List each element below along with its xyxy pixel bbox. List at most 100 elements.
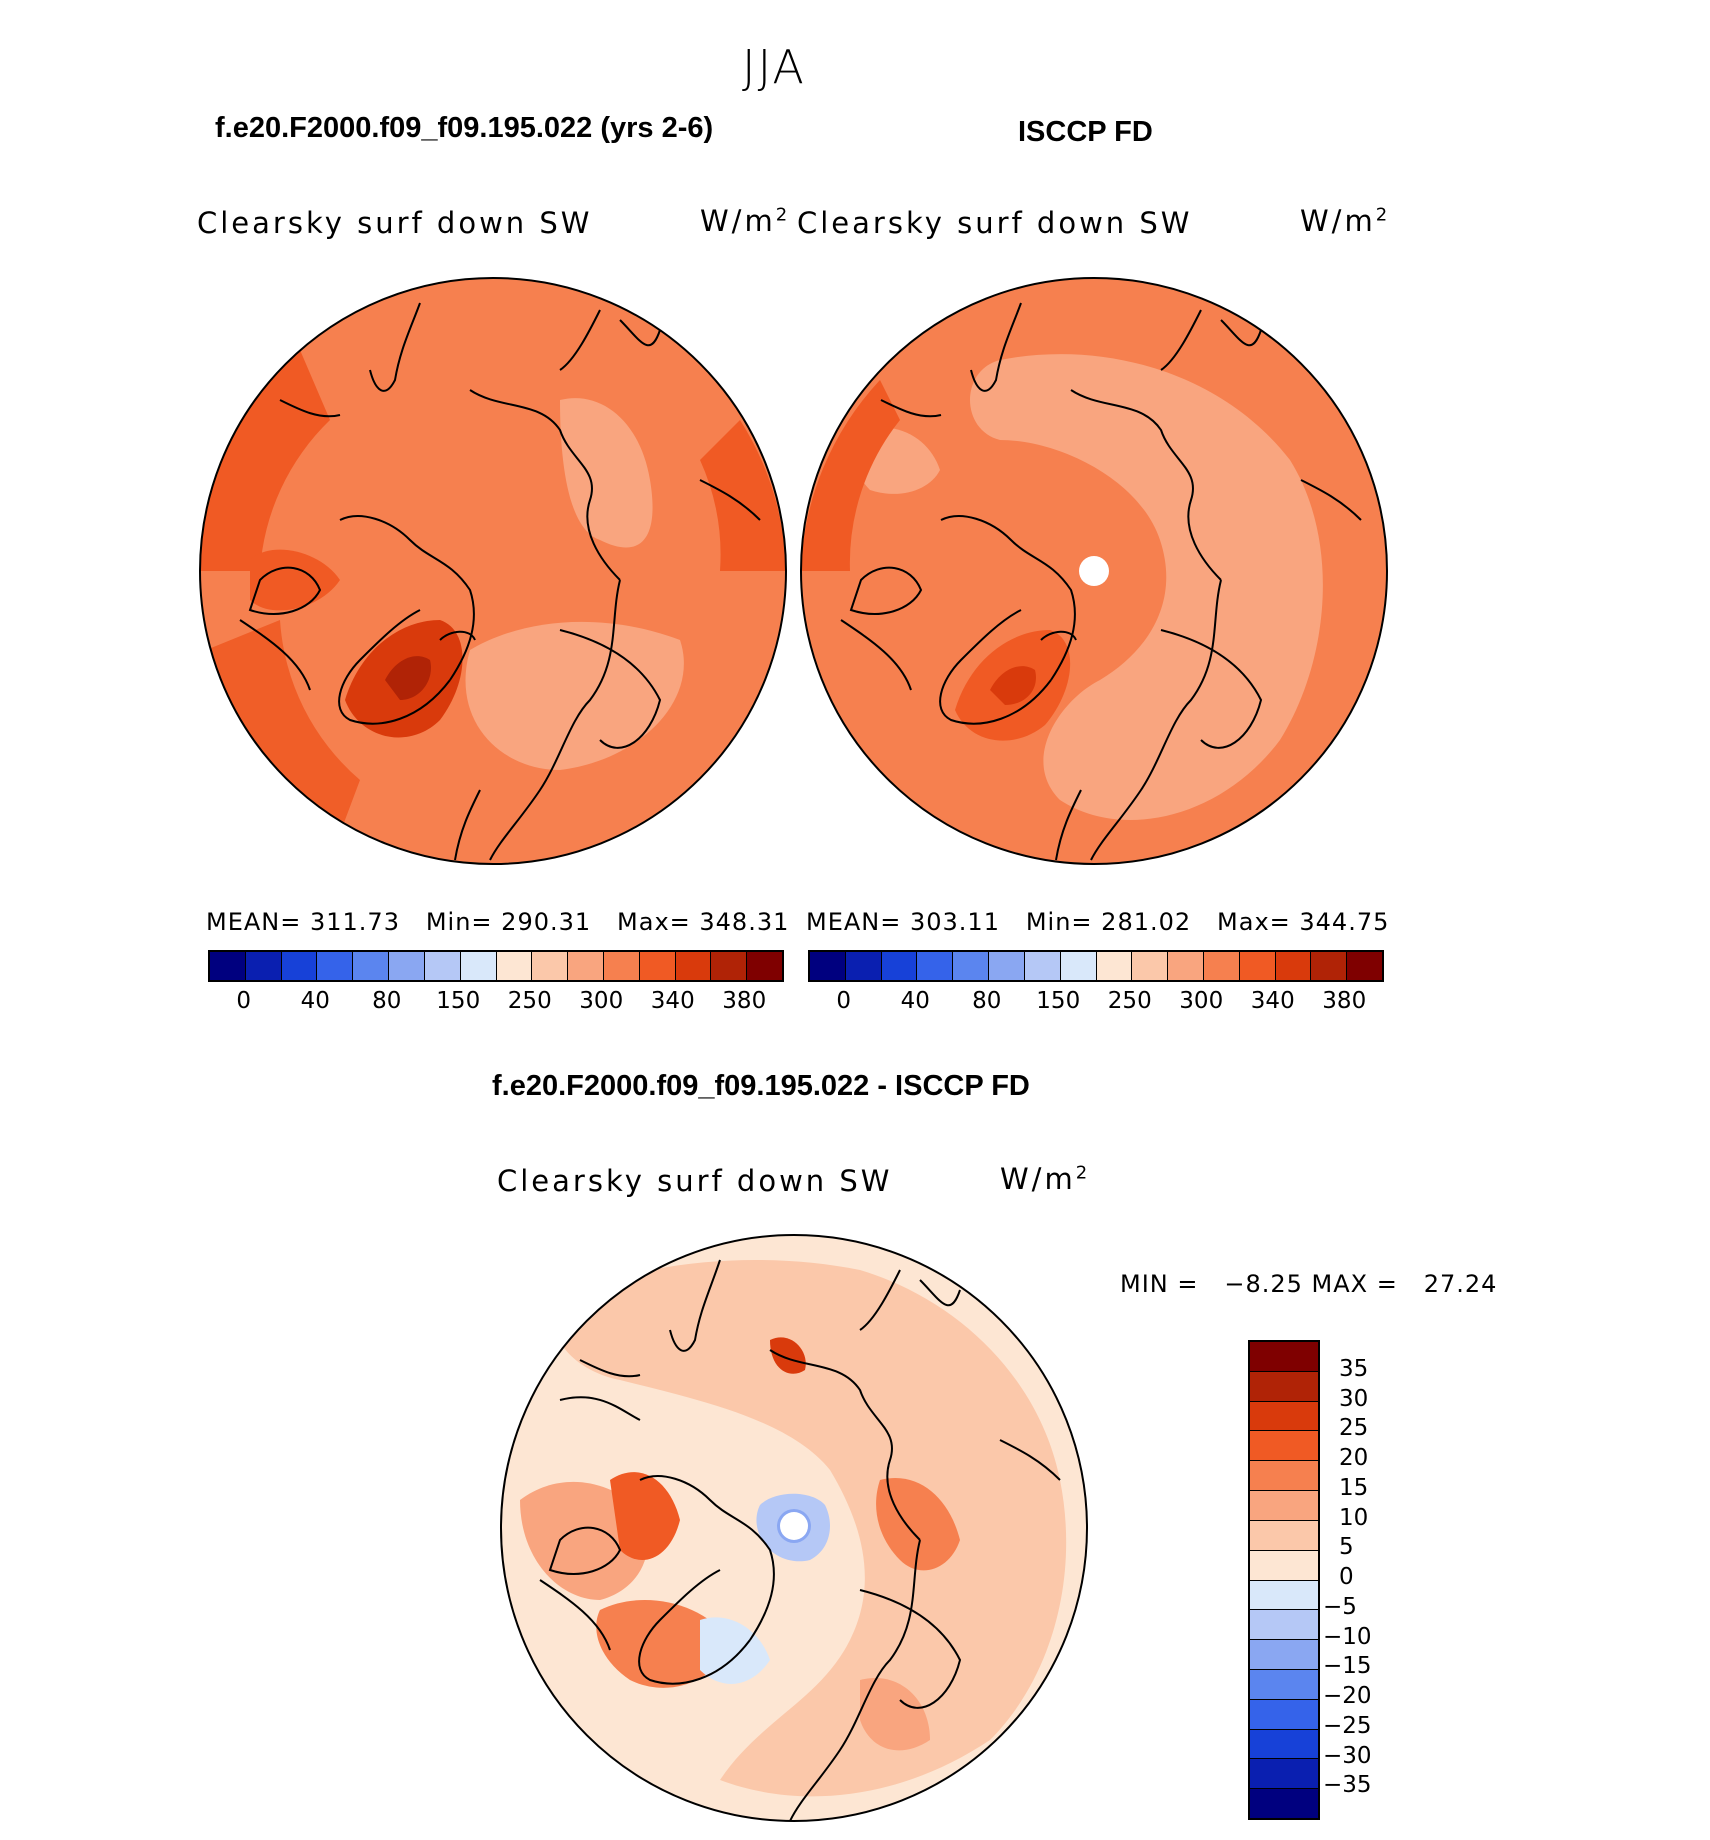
colorbar-swatch — [880, 952, 917, 980]
colorbar-tick-label: 25 — [1339, 1415, 1369, 1442]
obs-stats: MEAN= 303.11 Min= 281.02 Max= 344.75 — [806, 908, 1390, 936]
colorbar-tick-label: 0 — [236, 988, 252, 1014]
colorbar-tick-label: 30 — [1339, 1385, 1369, 1412]
colorbar-swatch — [1250, 1519, 1318, 1550]
colorbar-swatch — [1310, 952, 1347, 980]
colorbar-tick-label: 0 — [836, 988, 852, 1014]
diff-variable-label: Clearsky surf down SW — [497, 1164, 893, 1198]
colorbar-swatch — [352, 952, 389, 980]
model-units: W/m2 — [700, 204, 791, 238]
colorbar-tick-label: 5 — [1339, 1534, 1354, 1561]
colorbar-swatch — [1023, 952, 1060, 980]
diff-panel-title: f.e20.F2000.f09_f09.195.022 - ISCCP FD — [492, 1070, 1030, 1102]
colorbar-swatch — [1250, 1728, 1318, 1759]
colorbar-swatch — [1250, 1549, 1318, 1580]
obs-variable-label: Clearsky surf down SW — [797, 206, 1193, 240]
colorbar-swatch — [388, 952, 424, 980]
colorbar-swatch — [1250, 1758, 1318, 1789]
colorbar-swatch — [567, 952, 603, 980]
colorbar-tick-label: 35 — [1339, 1355, 1369, 1382]
colorbar-swatch — [916, 952, 953, 980]
model-colorbar — [208, 950, 784, 982]
colorbar-swatch — [244, 952, 281, 980]
colorbar-swatch — [1250, 1460, 1318, 1491]
colorbar-swatch — [1095, 952, 1132, 980]
colorbar-swatch — [1250, 1639, 1318, 1669]
model-variable-label: Clearsky surf down SW — [197, 206, 593, 240]
colorbar-swatch — [674, 952, 711, 980]
colorbar-swatch — [316, 952, 353, 980]
colorbar-swatch — [1238, 952, 1275, 980]
colorbar-tick-label: −10 — [1323, 1623, 1372, 1650]
colorbar-tick-label: 150 — [1036, 988, 1081, 1014]
colorbar-swatch — [1250, 1430, 1318, 1461]
colorbar-tick-label: 340 — [650, 988, 695, 1014]
colorbar-swatch — [1202, 952, 1239, 980]
colorbar-swatch — [1131, 952, 1168, 980]
colorbar-tick-label: 15 — [1339, 1474, 1369, 1501]
colorbar-tick-label: 250 — [507, 988, 552, 1014]
diff-stats: MIN = −8.25 MAX = 27.24 — [1120, 1270, 1498, 1298]
colorbar-tick-label: 250 — [1107, 988, 1152, 1014]
obs-polar-map — [801, 278, 1387, 864]
colorbar-swatch — [952, 952, 989, 980]
colorbar-swatch — [1167, 952, 1203, 980]
colorbar-swatch — [710, 952, 747, 980]
colorbar-swatch — [988, 952, 1024, 980]
colorbar-tick-label: 150 — [436, 988, 481, 1014]
colorbar-tick-label: 80 — [372, 988, 402, 1014]
obs-units: W/m2 — [1300, 204, 1391, 238]
diff-units: W/m2 — [1000, 1162, 1091, 1196]
colorbar-tick-label: −15 — [1323, 1653, 1372, 1680]
colorbar-tick-label: 20 — [1339, 1445, 1369, 1471]
colorbar-tick-label: 80 — [972, 988, 1002, 1014]
colorbar-swatch — [1250, 1490, 1318, 1520]
colorbar-swatch — [1250, 1579, 1318, 1610]
colorbar-swatch — [638, 952, 675, 980]
obs-colorbar — [808, 950, 1384, 982]
colorbar-tick-label: −25 — [1323, 1712, 1372, 1739]
colorbar-swatch — [1346, 952, 1382, 980]
colorbar-tick-label: 40 — [900, 988, 930, 1014]
colorbar-swatch — [531, 952, 568, 980]
colorbar-tick-label: 10 — [1339, 1504, 1369, 1531]
colorbar-tick-label: −20 — [1323, 1683, 1372, 1709]
colorbar-swatch — [423, 952, 460, 980]
colorbar-swatch — [1250, 1342, 1318, 1371]
colorbar-swatch — [1250, 1788, 1318, 1818]
colorbar-tick-label: 300 — [1179, 988, 1224, 1014]
model-stats: MEAN= 311.73 Min= 290.31 Max= 348.31 — [206, 908, 790, 936]
model-colorbar-ticks: 0 40 80 150 250 300 340 380 — [208, 988, 784, 1018]
diff-colorbar — [1248, 1340, 1320, 1820]
season-title: JJA — [742, 40, 806, 94]
diff-coastlines — [539, 1259, 1061, 1821]
colorbar-swatch — [746, 952, 782, 980]
colorbar-tick-label: −35 — [1323, 1772, 1372, 1799]
colorbar-tick-label: 40 — [300, 988, 330, 1014]
colorbar-tick-label: 0 — [1339, 1564, 1354, 1590]
colorbar-tick-label: −30 — [1323, 1742, 1372, 1769]
colorbar-tick-label: 340 — [1250, 988, 1295, 1014]
colorbar-swatch — [1250, 1698, 1318, 1729]
obs-panel-title: ISCCP FD — [1018, 116, 1153, 148]
colorbar-swatch — [280, 952, 317, 980]
colorbar-tick-label: 380 — [722, 988, 767, 1014]
colorbar-swatch — [1250, 1609, 1318, 1640]
colorbar-swatch — [1250, 1400, 1318, 1431]
model-coastlines — [239, 302, 761, 861]
colorbar-swatch — [602, 952, 639, 980]
model-panel-title: f.e20.F2000.f09_f09.195.022 (yrs 2-6) — [215, 112, 714, 144]
colorbar-tick-label: 300 — [579, 988, 624, 1014]
obs-colorbar-ticks: 0 40 80 150 250 300 340 380 — [808, 988, 1384, 1018]
colorbar-tick-label: −5 — [1323, 1593, 1357, 1620]
colorbar-tick-label: 380 — [1322, 988, 1367, 1014]
colorbar-swatch — [210, 952, 245, 980]
diff-colorbar-labels: 35 30 25 20 15 10 5 0 −5 −10 −15 −20 −25 −30 −35 — [1323, 1340, 1425, 1820]
colorbar-swatch — [1250, 1668, 1318, 1699]
colorbar-swatch — [844, 952, 881, 980]
model-polar-map — [200, 278, 786, 864]
colorbar-swatch — [810, 952, 845, 980]
colorbar-swatch — [1274, 952, 1311, 980]
obs-coastlines — [840, 302, 1362, 861]
